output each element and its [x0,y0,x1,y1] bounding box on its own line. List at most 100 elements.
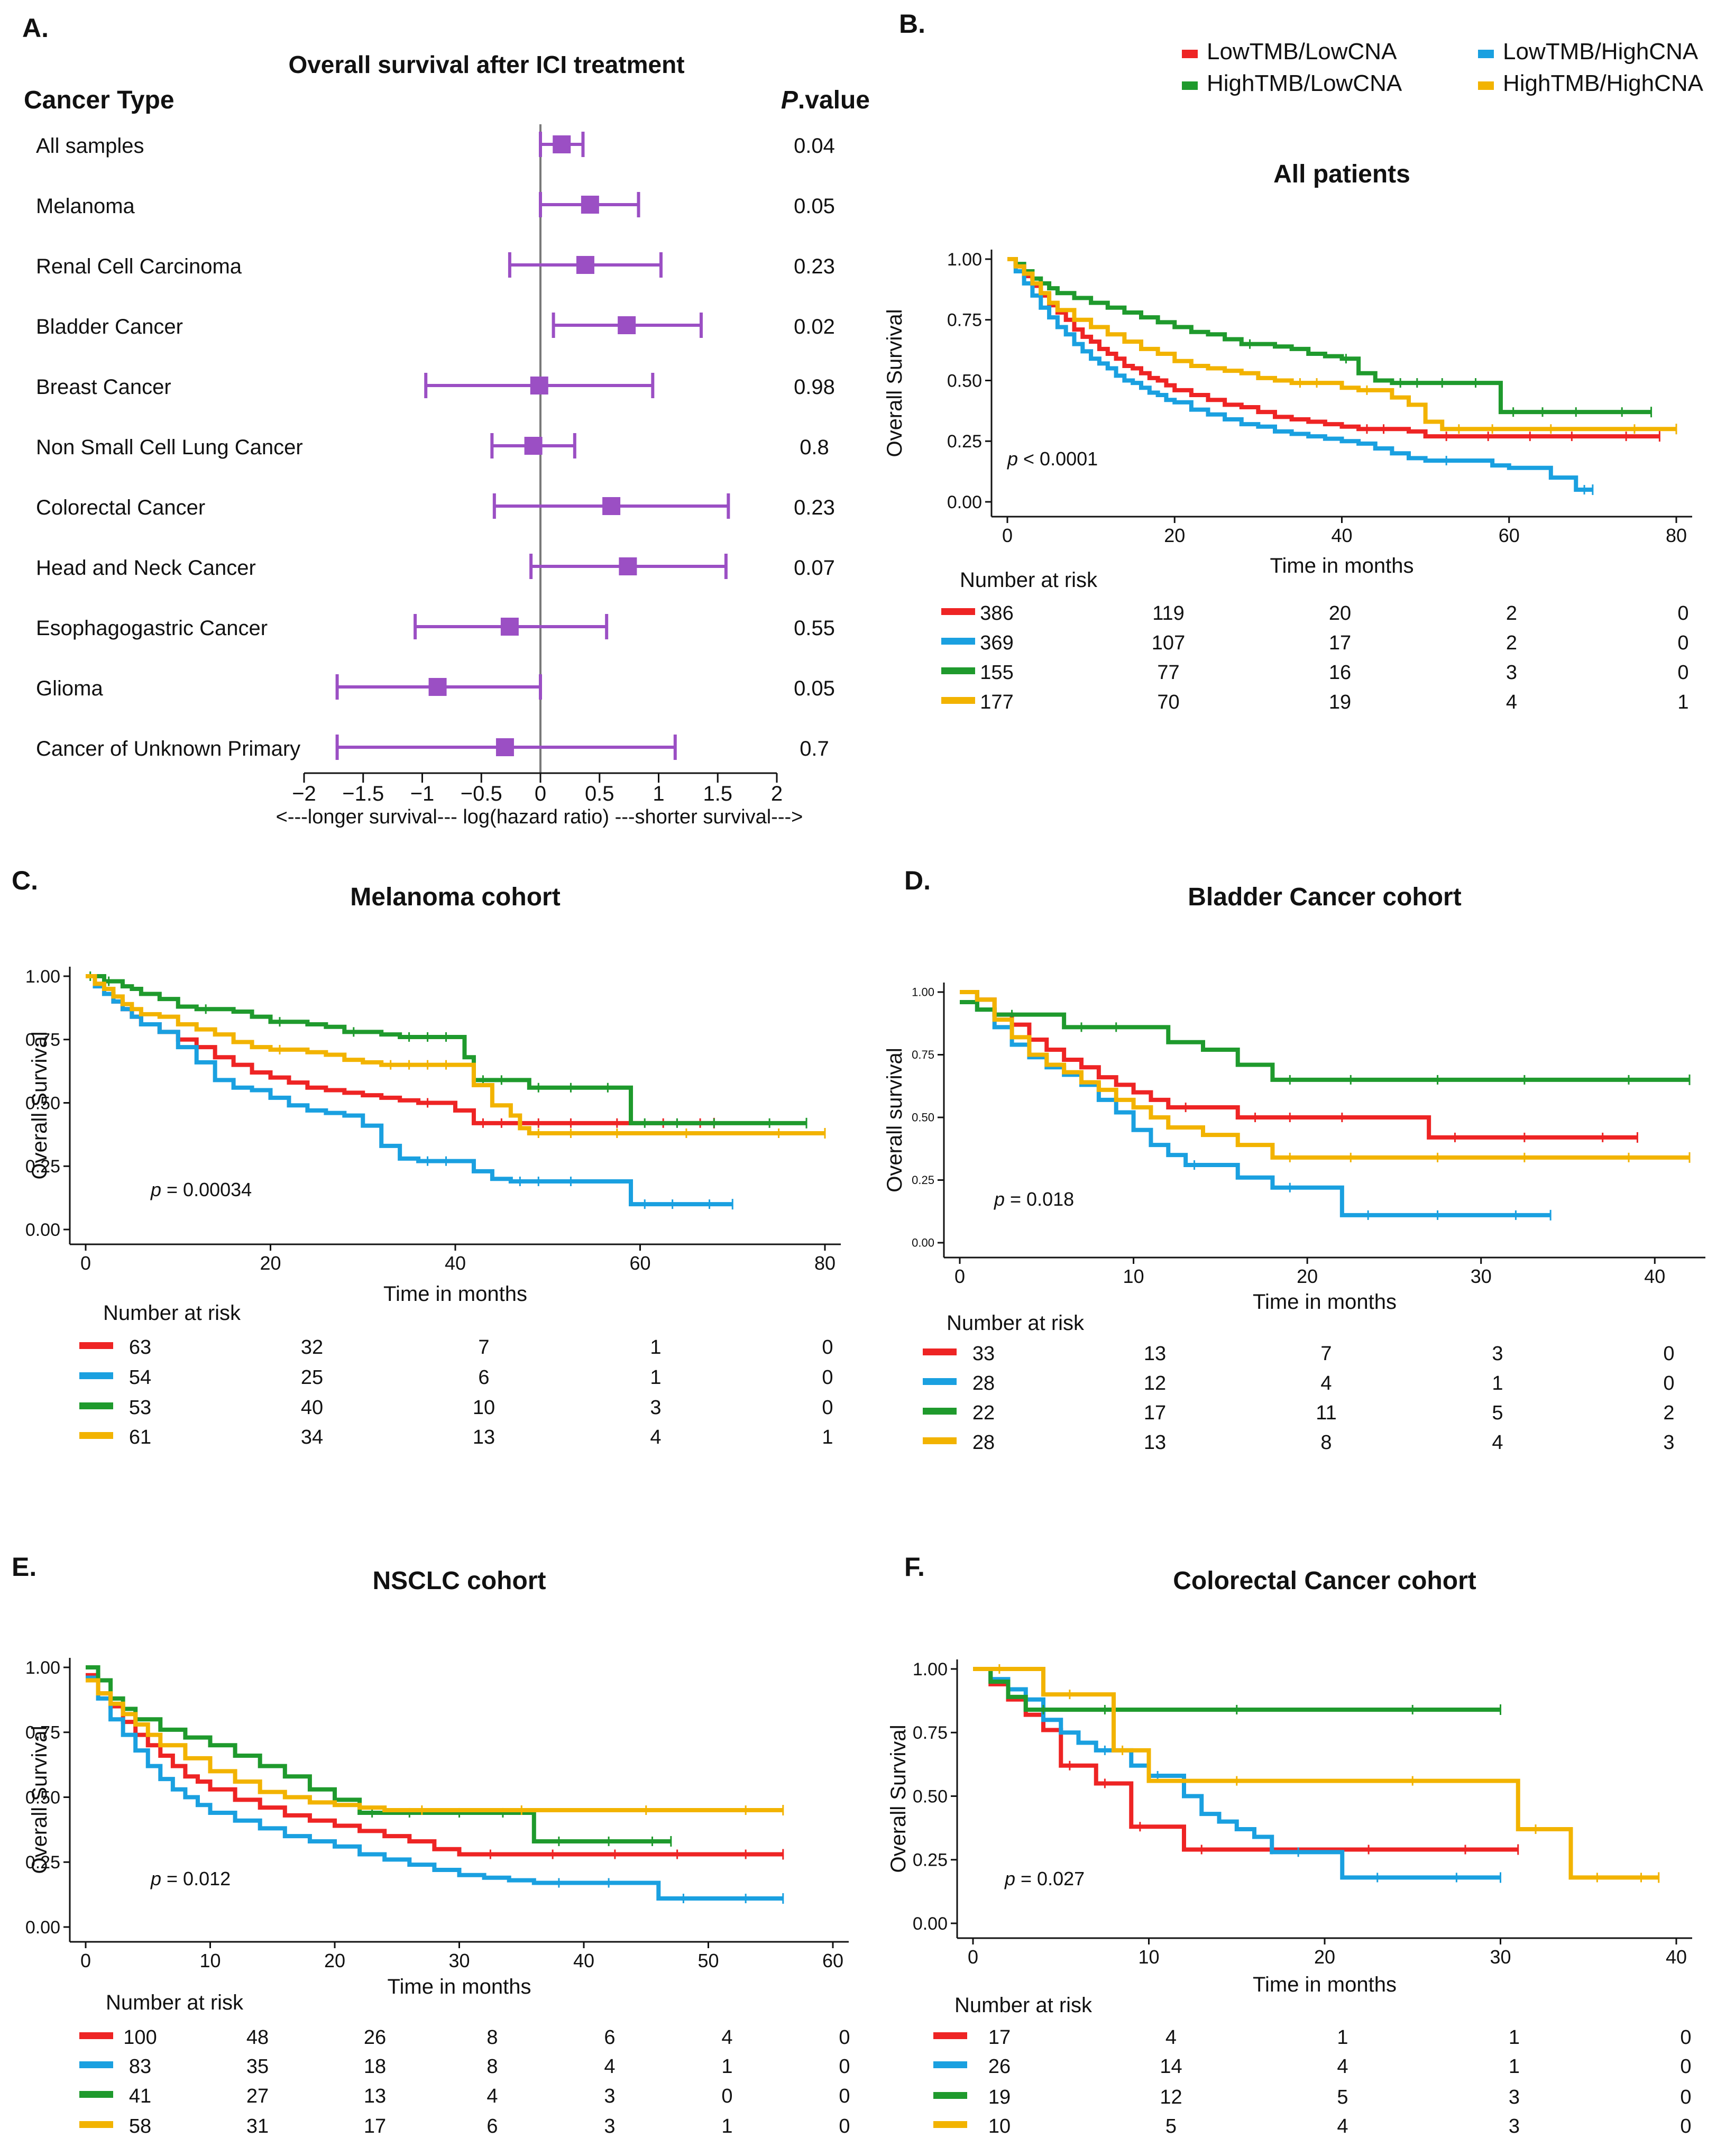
risk-count: 6 [486,2115,498,2137]
legend-swatch [1182,50,1198,58]
y-axis-title: Overall Survival [887,1724,910,1873]
x-axis-title: Time in months [383,1282,527,1306]
panel-title: Colorectal Cancer cohort [1173,1567,1476,1595]
risk-row-swatch [923,1378,957,1385]
risk-count: 0 [822,1336,833,1359]
y-tick-label: 1.00 [25,1658,60,1678]
panel-label: C. [12,866,38,895]
risk-count: 19 [988,2086,1011,2108]
risk-row-swatch [79,1432,113,1439]
risk-row-swatch [941,638,975,645]
y-tick-label: 0.00 [25,1220,60,1240]
risk-count: 35 [246,2056,269,2078]
risk-table-title: Number at risk [106,1991,244,2014]
risk-count: 6 [478,1366,489,1389]
risk-count: 33 [972,1343,995,1365]
risk-count: 100 [123,2026,157,2049]
forest-row-pvalue: 0.05 [794,677,835,700]
risk-count: 5 [1492,1402,1503,1424]
forest-row-pvalue: 0.7 [800,737,829,760]
x-tick-label: 60 [629,1252,650,1274]
risk-row-swatch [79,2091,113,2098]
risk-count: 25 [301,1366,323,1389]
risk-count: 1 [1492,1372,1503,1394]
risk-count: 0 [1663,1343,1674,1365]
forest-title: Overall survival after ICI treatment [288,51,684,78]
risk-count: 4 [1337,2115,1348,2137]
survival-curve [86,1678,783,1813]
risk-count: 1 [721,2115,732,2137]
legend-label: LowTMB/HighCNA [1503,39,1699,65]
forest-x-tick-label: 2 [771,782,783,805]
y-tick-label: 0.25 [947,432,982,452]
y-tick-label: 0.75 [913,1723,948,1743]
forest-estimate-marker [524,437,543,455]
risk-row-swatch [923,1408,957,1415]
y-tick-label: 0.25 [25,1157,60,1177]
risk-count: 26 [988,2056,1011,2078]
risk-count: 4 [1506,691,1517,713]
forest-x-tick-label: −0.5 [461,782,502,805]
risk-count: 0 [1677,662,1688,684]
risk-row-swatch [79,2032,113,2039]
legend-swatch [1478,81,1494,90]
risk-count: 1 [1509,2056,1520,2078]
km-panel-d: D. Bladder Cancer cohort 0.00 0.25 0.50 0.75 1… [883,866,1705,1454]
legend-swatch [1182,81,1198,90]
risk-count: 27 [246,2085,269,2107]
survival-curve [1007,257,1660,439]
forest-row-label: All samples [36,134,144,158]
risk-count: 3 [604,2085,615,2107]
risk-count: 0 [839,2085,850,2107]
forest-x-tick-label: 1.5 [703,782,732,805]
x-axis-title: Time in months [1253,1290,1397,1314]
panel-title: Melanoma cohort [350,883,560,911]
forest-estimate-marker [530,377,548,394]
risk-count: 17 [988,2026,1011,2049]
risk-count: 48 [246,2026,269,2049]
risk-count: 19 [1329,691,1351,713]
risk-count: 41 [129,2085,151,2107]
risk-count: 8 [486,2056,498,2078]
y-axis-title: Overall Survival [28,1031,51,1179]
risk-count: 0 [1663,1372,1674,1394]
x-tick-label: 0 [968,1946,978,1968]
risk-count: 4 [650,1426,661,1448]
forest-row-pvalue: 0.98 [794,375,835,399]
risk-count: 61 [129,1426,151,1448]
p-value-text: p = 0.00034 [150,1179,252,1200]
risk-row-swatch [941,697,975,704]
forest-row-label: Renal Cell Carcinoma [36,255,242,278]
x-tick-label: 20 [1164,525,1185,546]
risk-count: 54 [129,1366,151,1389]
forest-estimate-marker [495,738,514,756]
km-panel-f: F. Colorectal Cancer cohort 0.00 0.25 0.50 0.… [887,1552,1692,2137]
risk-count: 0 [1677,632,1688,654]
forest-x-tick-label: −1.5 [342,782,384,805]
forest-row-pvalue: 0.8 [800,436,829,459]
risk-row-swatch [79,2061,113,2068]
risk-row-swatch [79,1402,113,1409]
forest-row-pvalue: 0.23 [794,255,835,278]
x-tick-label: 40 [1666,1946,1687,1968]
y-tick-label: 1.00 [947,250,982,270]
forest-row-label: Non Small Cell Lung Cancer [36,436,303,459]
risk-count: 13 [364,2085,386,2107]
risk-count: 155 [980,662,1013,684]
risk-count: 58 [129,2115,151,2137]
risk-count: 14 [1160,2056,1182,2078]
risk-count: 8 [1320,1432,1332,1454]
forest-estimate-marker [428,678,447,696]
y-tick-label: 1.00 [25,967,60,987]
x-tick-label: 30 [448,1950,470,1971]
risk-table-title: Number at risk [103,1301,241,1325]
forest-row-pvalue: 0.55 [794,617,835,640]
y-tick-label: 0.00 [912,1236,934,1250]
risk-count: 6 [604,2026,615,2049]
x-axis-title: Time in months [1270,554,1414,577]
forest-estimate-marker [619,557,637,575]
risk-count: 11 [1316,1402,1336,1424]
risk-count: 7 [1320,1343,1332,1365]
panel-label-a: A. [22,13,49,43]
